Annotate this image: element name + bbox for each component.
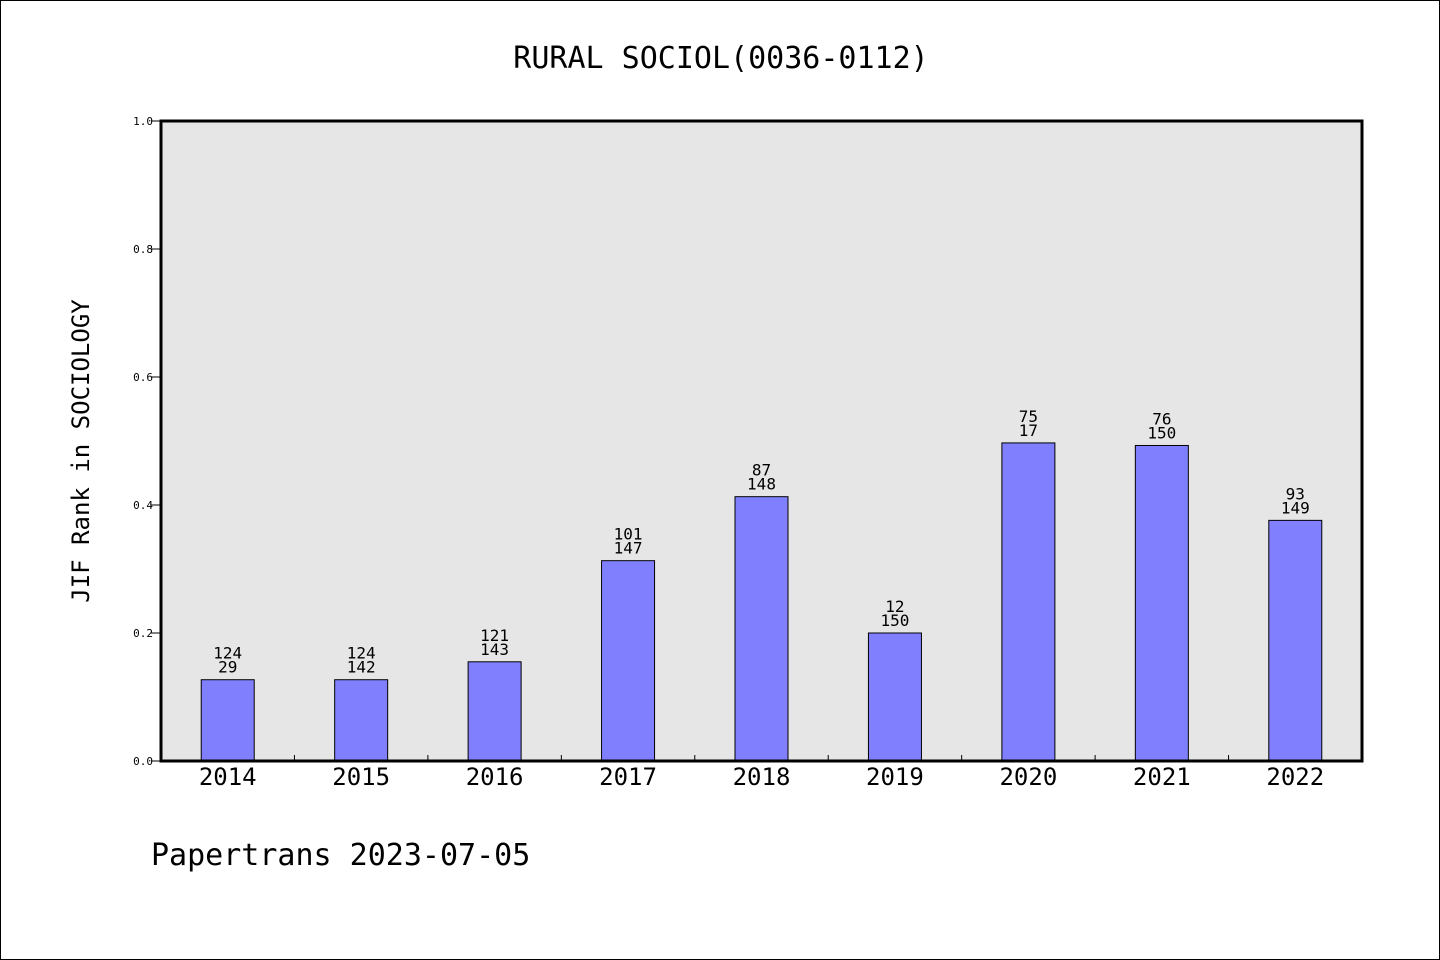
y-tick-label: 0.4 <box>133 499 153 512</box>
y-tick-label: 0.6 <box>133 371 153 384</box>
bar <box>334 679 389 762</box>
x-tick-label: 2022 <box>1266 763 1324 791</box>
bars <box>200 442 1323 762</box>
bar-label-rank: 12 <box>885 597 904 616</box>
bar-label-rank: 124 <box>347 644 376 663</box>
bar-label-rank: 93 <box>1286 484 1305 503</box>
x-tick-label: 2015 <box>332 763 390 791</box>
bar-label-total: 17 <box>1019 421 1038 440</box>
x-tick-label: 2016 <box>466 763 524 791</box>
chart-title: RURAL SOCIOL(0036-0112) <box>513 41 928 76</box>
bar <box>1134 444 1189 762</box>
x-tick-label: 2014 <box>199 763 257 791</box>
x-tick-label: 2017 <box>599 763 657 791</box>
bar-label-total: 143 <box>480 640 509 659</box>
bar-label-total: 150 <box>880 611 909 630</box>
bar <box>200 679 255 762</box>
bar-label-total: 149 <box>1281 498 1310 517</box>
bar-label-total: 142 <box>347 658 376 677</box>
y-axis-ticks: 0.0 0.2 0.4 0.6 0.8 1.0 <box>133 115 161 768</box>
bar-label-rank: 76 <box>1152 409 1171 428</box>
bar <box>1268 519 1323 762</box>
y-axis-label: JIF Rank in SOCIOLOGY <box>67 299 95 603</box>
y-tick-label: 0.8 <box>133 243 153 256</box>
y-tick-label: 0.2 <box>133 627 153 640</box>
bar-label-rank: 121 <box>480 626 509 645</box>
y-tick-label: 0.0 <box>133 755 153 768</box>
bar-label-rank: 75 <box>1019 407 1038 426</box>
bar <box>1001 442 1056 762</box>
bar <box>734 496 789 762</box>
x-tick-label: 2018 <box>733 763 791 791</box>
bar-label-rank: 124 <box>213 644 242 663</box>
bar-label-rank: 87 <box>752 461 771 480</box>
x-axis-ticks: 2014 2015 2016 2017 2018 2019 2020 2021 2022 <box>199 755 1324 791</box>
bar <box>867 632 922 762</box>
bar-label-total: 147 <box>614 539 643 558</box>
x-tick-label: 2019 <box>866 763 924 791</box>
bar-labels: 1242912414212114310114787148121507517761… <box>213 407 1309 677</box>
x-tick-label: 2021 <box>1133 763 1191 791</box>
bar-label-rank: 101 <box>614 525 643 544</box>
bar-label-total: 148 <box>747 475 776 494</box>
plot-frame <box>159 119 1364 763</box>
bar <box>467 661 522 762</box>
x-tick-label: 2020 <box>999 763 1057 791</box>
bar <box>601 560 656 762</box>
footer-credit: Papertrans 2023-07-05 <box>151 838 530 873</box>
y-tick-label: 1.0 <box>133 115 153 128</box>
bar-label-total: 150 <box>1147 423 1176 442</box>
bar-label-total: 29 <box>218 658 237 677</box>
